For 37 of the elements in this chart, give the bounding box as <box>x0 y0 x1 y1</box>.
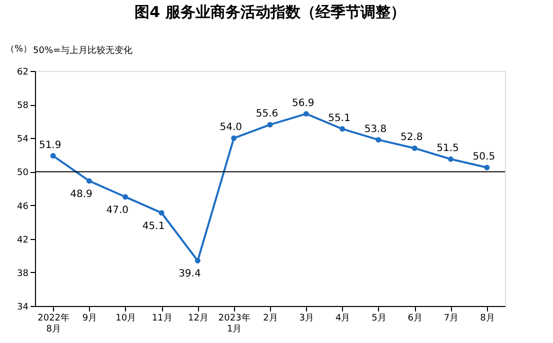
x-tick-label: 5月 <box>372 314 386 324</box>
x-tick-label: 2023年 1月 <box>218 312 250 334</box>
text: 39.4 <box>178 268 201 280</box>
x-tick-label: 10月 <box>116 314 136 324</box>
y-tick-label: 38 <box>17 268 29 279</box>
text: 52.8 <box>400 132 423 144</box>
text: 55.1 <box>328 112 350 124</box>
y-tick-label: 42 <box>17 235 28 246</box>
x-tick-label: 9月 <box>82 314 98 324</box>
text: 45.1 <box>142 220 165 232</box>
text: 50%=与上月比较无变化 <box>33 45 133 56</box>
y-tick-label: 58 <box>17 101 29 112</box>
text: 51.9 <box>38 140 62 151</box>
text: 47.0 <box>106 204 129 216</box>
text: 55.6 <box>256 108 278 120</box>
y-tick-label: 50 <box>17 168 29 178</box>
text: 54.0 <box>220 122 242 134</box>
x-tick-label: 12月 <box>188 314 208 324</box>
y-tick-label: 46 <box>17 202 29 212</box>
y-tick-label: 34 <box>17 302 29 312</box>
x-tick-label: 4月 <box>335 314 350 324</box>
text: 51.5 <box>436 143 459 154</box>
text: 56.9 <box>292 98 314 109</box>
text: 48.9 <box>70 188 92 200</box>
y-tick-label: 62 <box>17 68 28 78</box>
y-axis-title: （%） <box>6 44 32 54</box>
chart-title: 图4 服务业商务活动指数（经季节调整） <box>134 3 406 21</box>
x-tick-label: 2月 <box>263 314 278 324</box>
x-tick-label: 7月 <box>444 314 459 324</box>
x-tick-label: 6月 <box>408 314 422 324</box>
x-tick-label: 2022年 8月 <box>38 312 70 334</box>
y-tick-label: 54 <box>17 134 29 145</box>
text: 50.5 <box>472 152 496 163</box>
x-tick-label: 3月 <box>299 314 314 324</box>
x-tick-label: 8月 <box>480 314 495 324</box>
x-tick-label: 11月 <box>152 314 172 324</box>
text: 53.8 <box>364 124 387 135</box>
